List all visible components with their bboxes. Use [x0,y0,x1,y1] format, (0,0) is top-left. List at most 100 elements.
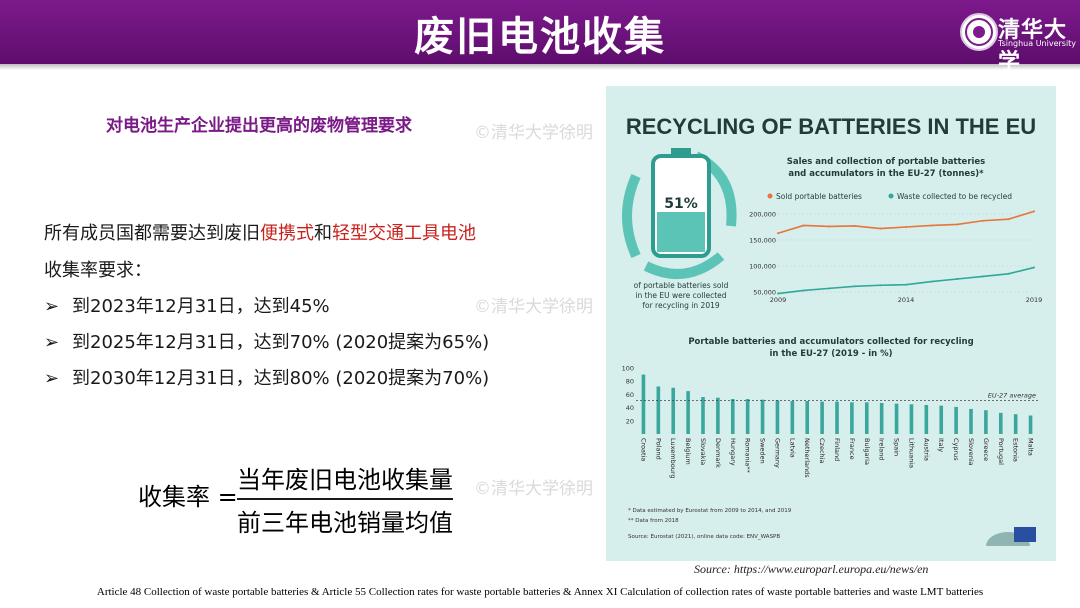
european-parliament-icon [986,527,1036,546]
legend-dot-sold [767,193,773,199]
data-point [802,224,805,227]
series-line [777,210,1035,235]
list-item: ➢ 到2023年12月31日，达到45% [44,296,330,317]
data-point [905,226,907,228]
formula-numerator: 当年废旧电池收集量 [237,466,453,494]
x-tick-label: 2009 [770,296,787,304]
x-tick-label: Croatia [639,438,647,461]
data-point [828,225,831,228]
university-logo-text: 清华大学 [998,17,1068,75]
x-tick-label: Portugal [997,438,1005,465]
bar-chart-title: Portable batteries and accumulators coll… [688,337,973,347]
x-tick-label: Malta [1027,438,1035,456]
line-chart-title: and accumulators in the EU-27 (tonnes)* [788,169,984,179]
bar [671,387,676,434]
slide-title: 废旧电池收集 [414,14,666,60]
watermark: ©清华大学徐明 [474,297,593,317]
x-tick-label: Poland [654,438,662,460]
footnote: ** Data from 2018 [628,518,679,524]
bar [1028,415,1033,434]
y-tick-label: 100,000 [749,263,776,271]
data-point [853,224,856,227]
bar [984,410,988,434]
bar [790,401,795,434]
bar [820,401,824,434]
data-point [981,219,984,222]
bar [894,403,899,434]
x-tick-label: Greece [982,438,990,461]
data-point [930,224,933,227]
infographic-panel: RECYCLING OF BATTERIES IN THE EU 51% of … [606,86,1056,561]
bar [954,406,958,434]
university-logo-subtext: Tsinghua University [998,39,1077,48]
y-tick-label: 150,000 [749,237,776,245]
line-chart-title: Sales and collection of portable batteri… [787,157,986,167]
x-tick-label: Netherlands [803,438,811,478]
header-bar [0,0,1080,64]
data-point [879,284,882,287]
data-point [956,223,959,226]
eu-average-label: EU-27 average [988,391,1036,399]
bar [701,397,705,434]
x-tick-label: Ireland [878,438,886,460]
legend-label: Sold portable batteries [776,192,862,201]
bar [641,374,646,434]
x-tick-label: France [848,438,856,460]
footer-citation: Article 48 Collection of waste portable … [96,586,984,598]
bar [879,402,884,434]
x-tick-label: Lithuania [907,438,915,468]
data-point [981,275,984,278]
watermark: ©清华大学徐明 [474,479,593,499]
x-tick-label: Slovakia [699,438,707,465]
source-citation: Source: https://www.europarl.europa.eu/n… [694,562,929,576]
intro-highlight: 轻型交通工具电池 [332,223,476,244]
intro-text: 所有成员国都需要达到废旧 [44,223,260,244]
x-tick-label: Slovenia [967,438,975,466]
data-point [1007,272,1010,275]
x-tick-label: Estonia [1012,438,1020,462]
y-tick-label: 200,000 [749,211,776,219]
section-subtitle: 对电池生产企业提出更高的废物管理要求 [106,116,412,136]
bar [969,408,973,434]
bar [745,399,750,434]
x-tick-label: Hungary [729,438,737,466]
intro-highlight: 便携式 [260,223,314,244]
data-point [1007,218,1010,221]
arrow-bullet-icon: ➢ [44,332,60,353]
x-tick-label: Finland [833,438,841,461]
bar [716,397,720,434]
infographic: RECYCLING OF BATTERIES IN THE EU 51% of … [622,114,1042,546]
bar [924,404,929,434]
data-point [777,232,779,235]
formula-label: 收集率 = [138,483,238,511]
intro-line: 所有成员国都需要达到废旧便携式和轻型交通工具电池 [44,219,476,245]
recycle-battery-icon [622,148,737,279]
x-tick-label: Luxembourg [669,438,677,479]
x-tick-label: Romania** [744,438,752,474]
data-point [1033,266,1035,269]
series-line [777,266,1035,295]
bar [850,402,854,434]
big-stat-percent: 51% [664,196,698,212]
x-tick-label: Austria [922,438,930,461]
y-tick-label: 40 [626,404,634,412]
fraction-bar [237,498,453,500]
bar [835,401,839,434]
bar-chart-title: in the EU-27 (2019 - in %) [769,349,892,359]
bar [998,412,1003,434]
list-item: ➢ 到2025年12月31日，达到70% (2020提案为65%) [44,332,490,353]
x-tick-label: Belgium [684,438,692,465]
formula-fraction: 当年废旧电池收集量 前三年电池销量均值 [237,460,453,538]
bar [864,402,869,434]
bar-chart: 100 80 60 40 20 Croatia Poland Luxembourg Belgiu… [622,365,1038,479]
y-tick-label: 50,000 [753,289,776,297]
x-tick-label: Latvia [788,438,796,458]
data-point [905,283,907,286]
data-point [879,227,882,230]
bar [775,400,780,434]
bar [805,401,810,434]
bar [656,386,661,434]
bar [760,399,765,434]
arrow-bullet-icon: ➢ [44,296,60,317]
x-tick-label: Cyprus [952,438,960,461]
